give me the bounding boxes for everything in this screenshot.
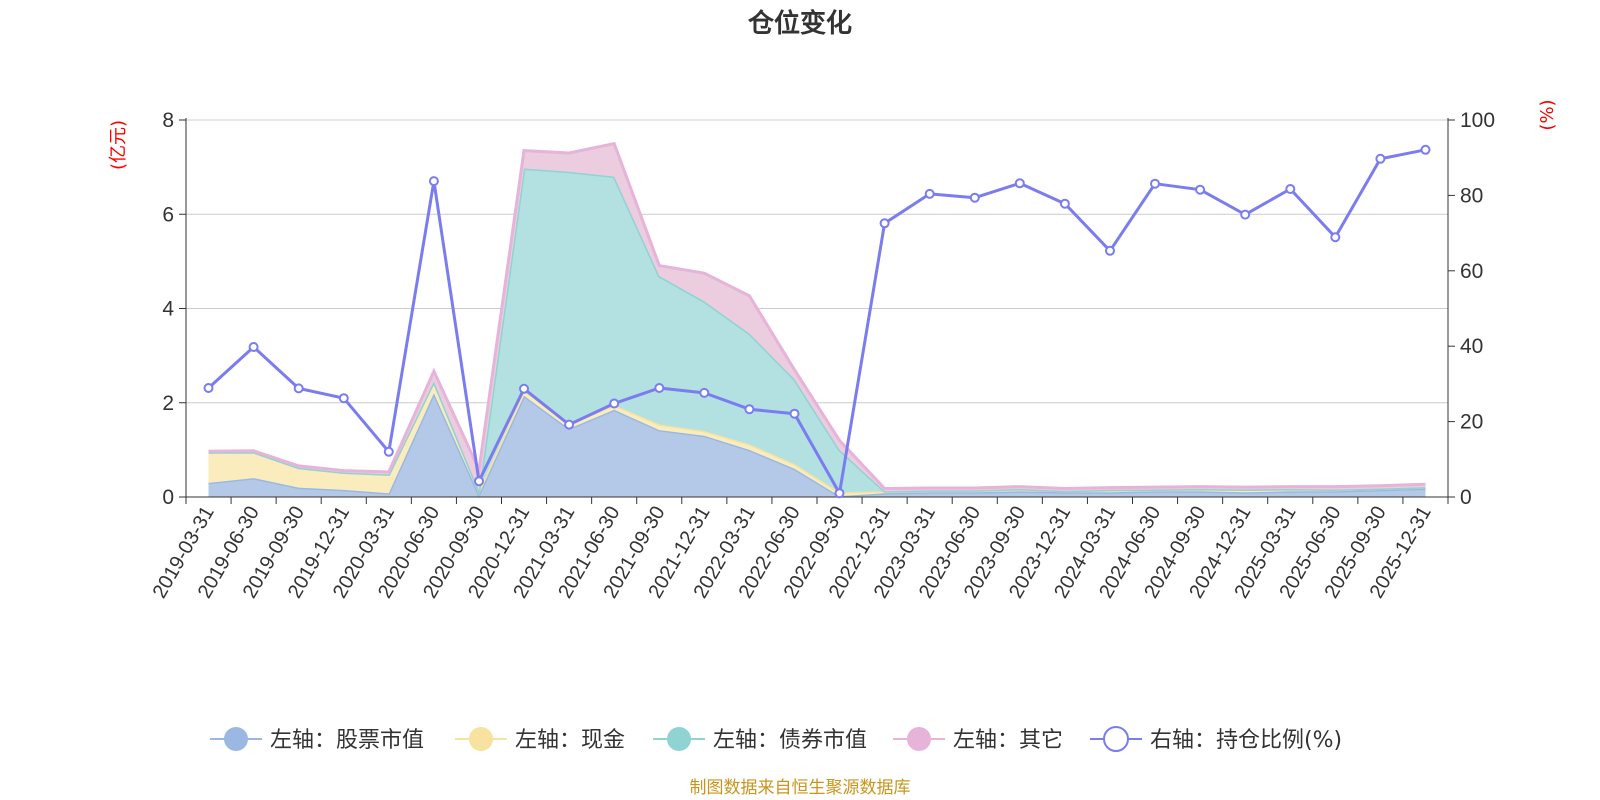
left-tick-label: 4 xyxy=(162,298,174,321)
area-series-1 xyxy=(208,381,1426,497)
ratio-point xyxy=(1420,144,1431,155)
legend-label: 左轴：现金 xyxy=(515,728,625,753)
ratio-point xyxy=(834,488,845,499)
ratio-point xyxy=(338,393,349,404)
legend: 左轴：股票市值 左轴：现金 左轴：债券市值 左轴：其它 右轴：持仓比例(%) xyxy=(210,726,1342,753)
axes: 024680204060801002019-03-312019-06-30201… xyxy=(149,109,1495,602)
grid-lines xyxy=(186,119,1448,404)
ratio-line xyxy=(203,144,1431,499)
left-tick-label: 0 xyxy=(162,486,174,509)
ratio-point xyxy=(1240,209,1251,220)
legend-item: 右轴：持仓比例(%) xyxy=(1090,726,1342,753)
legend-marker xyxy=(907,727,931,751)
legend-label: 左轴：股票市值 xyxy=(270,728,424,753)
legend-item: 左轴：股票市值 xyxy=(210,727,424,753)
ratio-line-path xyxy=(207,148,1426,495)
right-tick-label: 60 xyxy=(1460,260,1483,283)
ratio-point xyxy=(1105,245,1115,256)
legend-item: 左轴：债券市值 xyxy=(653,727,867,753)
ratio-point xyxy=(1014,178,1025,189)
ratio-point xyxy=(654,383,665,393)
legend-marker xyxy=(667,727,691,751)
ratio-point xyxy=(879,218,890,229)
legend-marker xyxy=(469,727,493,751)
area-series-0 xyxy=(208,393,1426,497)
legend-label: 左轴：其它 xyxy=(953,728,1063,753)
ratio-point xyxy=(519,383,529,394)
ratio-point xyxy=(1330,232,1341,243)
legend-marker xyxy=(224,727,248,751)
right-axis-unit: (%) xyxy=(1537,99,1558,130)
legend-marker xyxy=(1103,726,1129,752)
chart-title: 仓位变化 xyxy=(747,8,852,39)
left-tick-label: 6 xyxy=(162,203,174,226)
ratio-point xyxy=(744,404,755,415)
ratio-point xyxy=(474,476,484,487)
ratio-point xyxy=(609,398,620,409)
ratio-point xyxy=(564,419,575,430)
right-tick-label: 0 xyxy=(1460,486,1472,509)
source-note: 制图数据来自恒生聚源数据库 xyxy=(690,778,911,798)
ratio-point xyxy=(924,188,935,199)
legend-item: 左轴：其它 xyxy=(893,727,1063,753)
right-tick-label: 40 xyxy=(1460,335,1483,358)
area-edge-series-3 xyxy=(208,141,1426,491)
right-tick-label: 100 xyxy=(1460,109,1495,132)
left-tick-label: 8 xyxy=(162,109,174,132)
left-axis-unit: (亿元) xyxy=(108,120,129,170)
right-tick-label: 80 xyxy=(1460,184,1483,207)
ratio-point xyxy=(248,342,259,352)
ratio-point xyxy=(969,192,980,203)
legend-item: 左轴：现金 xyxy=(455,727,625,753)
ratio-point xyxy=(428,176,439,187)
legend-label: 左轴：债券市值 xyxy=(713,728,867,753)
ratio-point xyxy=(1285,184,1296,194)
ratio-point xyxy=(1150,178,1160,189)
ratio-point xyxy=(789,408,800,419)
ratio-point xyxy=(1375,153,1386,164)
ratio-point xyxy=(1195,184,1206,195)
right-tick-label: 20 xyxy=(1460,411,1483,434)
ratio-point xyxy=(1059,198,1070,209)
left-tick-label: 2 xyxy=(162,392,174,415)
ratio-point xyxy=(383,446,394,457)
ratio-point xyxy=(293,383,304,394)
ratio-point xyxy=(699,387,710,398)
legend-label: 右轴：持仓比例(%) xyxy=(1150,728,1342,753)
ratio-point xyxy=(203,383,214,393)
